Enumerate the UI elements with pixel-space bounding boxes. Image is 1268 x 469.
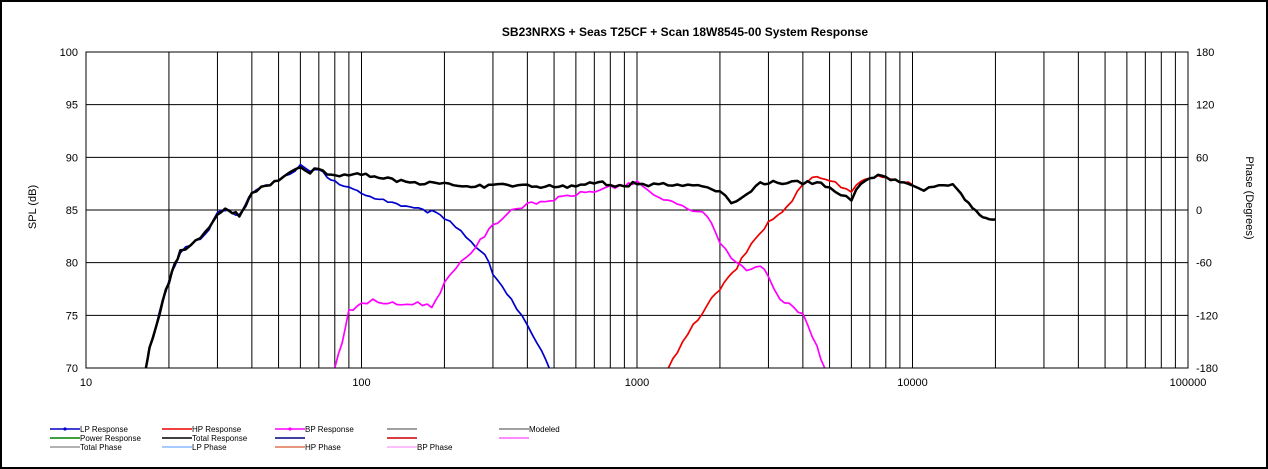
y-tick-label: 95 (66, 100, 78, 112)
x-tick-label: 10000 (897, 377, 928, 389)
legend-item: Modeled (499, 425, 560, 434)
x-tick-label: 100000 (1170, 377, 1207, 389)
legend-label: BP Response (305, 425, 354, 434)
legend-item: HP Phase (275, 443, 341, 452)
plot-grid (86, 52, 1188, 368)
legend: LP Response HP Response BP Response Modeled… (50, 425, 560, 452)
legend-item: BP Response (275, 425, 354, 434)
plot-border (85, 51, 1189, 369)
series-bp-response (333, 180, 826, 369)
y-tick-label: 100 (60, 47, 78, 59)
y2-tick-label: -60 (1196, 258, 1212, 270)
y2-tick-label: 120 (1196, 100, 1214, 112)
series-total-response (144, 165, 996, 369)
legend-marker (63, 427, 67, 431)
y-tick-label: 75 (66, 310, 78, 322)
y2-tick-label: -120 (1196, 310, 1218, 322)
legend-label: LP Phase (192, 443, 227, 452)
series-layer (144, 163, 996, 369)
legend-marker (288, 427, 292, 431)
legend-label: HP Response (192, 425, 242, 434)
chart-title: SB23NRXS + Seas T25CF + Scan 18W8545-00 … (502, 25, 869, 39)
x-tick-label: 1000 (625, 377, 649, 389)
legend-item: HP Response (162, 425, 242, 434)
y-tick-label: 70 (66, 363, 78, 375)
y2-axis-label: Phase (Degrees) (1243, 156, 1255, 239)
y-tick-label: 80 (66, 258, 78, 270)
y-tick-label: 85 (66, 205, 78, 217)
legend-label: Modeled (529, 425, 560, 434)
legend-item: BP Phase (387, 443, 453, 452)
y2-tick-label: -180 (1196, 363, 1218, 375)
legend-item: Total Response (162, 434, 248, 443)
tick-labels: 10 100 1000 10000 100000 70 75 80 85 90 95 100 -180 -… (60, 47, 1218, 389)
x-tick-label: 100 (352, 377, 370, 389)
y-tick-label: 90 (66, 152, 78, 164)
legend-label: HP Phase (305, 443, 341, 452)
legend-label: LP Response (80, 425, 128, 434)
y2-tick-label: 180 (1196, 47, 1214, 59)
legend-label: Power Response (80, 434, 141, 443)
x-tick-label: 10 (80, 377, 92, 389)
legend-item: Power Response (50, 434, 141, 443)
y-axis-label: SPL (dB) (27, 185, 39, 229)
legend-label: BP Phase (417, 443, 453, 452)
legend-label: Total Phase (80, 443, 122, 452)
series-hp-response (667, 174, 913, 369)
legend-item: LP Response (50, 425, 128, 434)
legend-item: Total Phase (50, 443, 122, 452)
legend-item: LP Phase (162, 443, 227, 452)
legend-label: Total Response (192, 434, 248, 443)
y2-tick-label: 60 (1196, 152, 1208, 164)
series-lp-response (145, 163, 550, 369)
y2-tick-label: 0 (1196, 205, 1202, 217)
